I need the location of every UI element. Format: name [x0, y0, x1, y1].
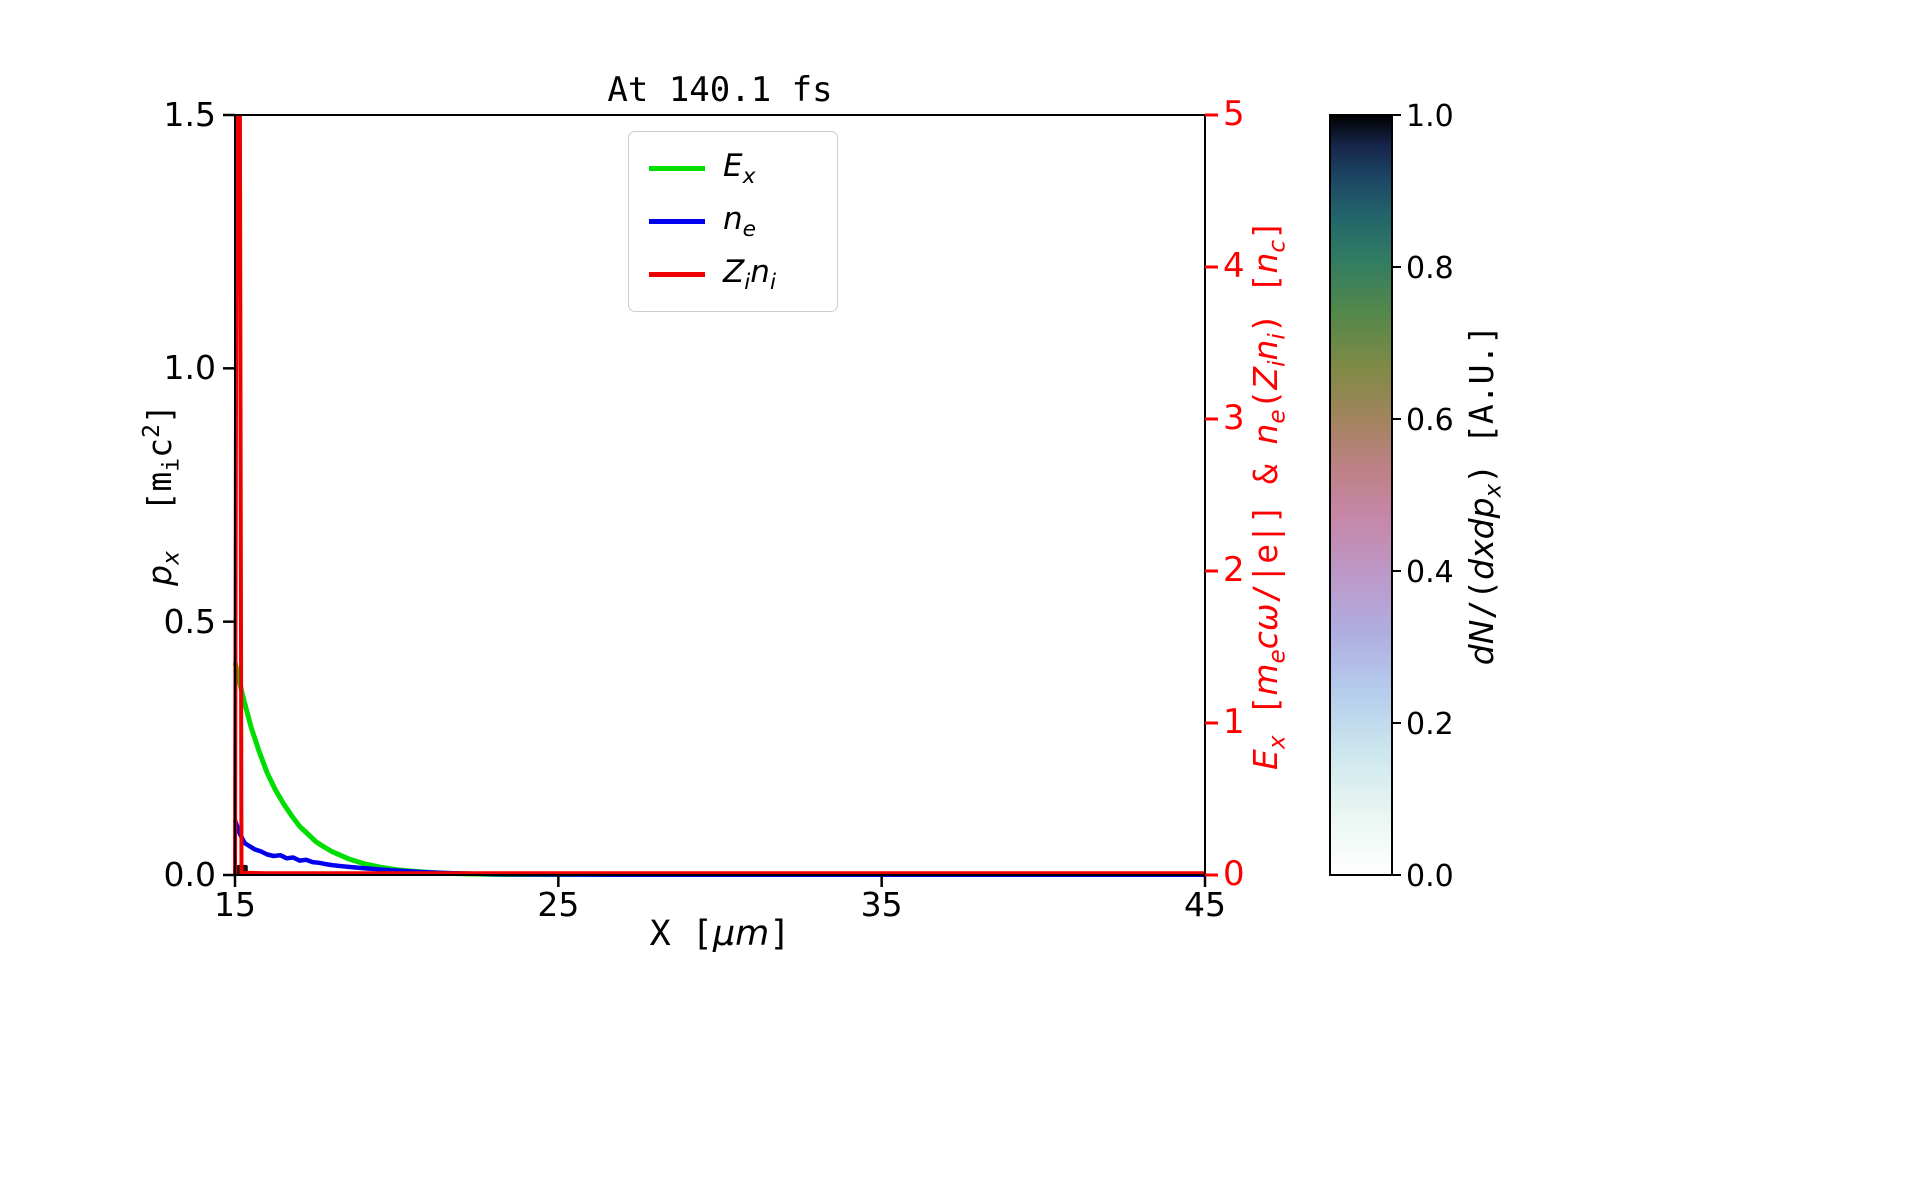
y-left-tick-label: 0.0	[163, 855, 216, 894]
y-left-tick-label: 0.5	[163, 601, 216, 641]
x-axis-label: X [μm]	[649, 914, 791, 954]
legend-line-sample	[649, 272, 705, 277]
colorbar-tick-label: 0.2	[1406, 707, 1454, 742]
y-left-tick-label: 1.0	[163, 348, 216, 388]
x-tick-label: 45	[1184, 885, 1226, 924]
legend-item-label: Ex	[723, 147, 756, 190]
axes-frame	[234, 114, 1206, 876]
y-right-axis-label: Ex [mecω/|e|] & ne(Zini) [nc]	[1246, 220, 1291, 770]
legend-line-sample	[649, 219, 705, 224]
colorbar-tick-label: 0.8	[1406, 251, 1454, 286]
colorbar-tick-label: 0.0	[1406, 859, 1454, 894]
y-right-tick-label: 0	[1223, 854, 1245, 894]
legend-item: Zini	[649, 248, 817, 301]
y-left-tick-label: 1.5	[163, 95, 216, 134]
colorbar-label: dN/(dxdpx) [A.U.]	[1462, 324, 1507, 666]
y-right-tick-label: 4	[1223, 246, 1245, 286]
colorbar-tick-label: 0.6	[1406, 403, 1454, 438]
legend-item: Ex	[649, 142, 817, 195]
legend-line-sample	[649, 166, 705, 171]
x-tick-label: 35	[860, 885, 903, 924]
colorbar-tick-label: 0.4	[1406, 555, 1454, 590]
x-tick-label: 25	[537, 885, 580, 924]
x-tick-label: 15	[214, 885, 256, 924]
series-Zini-line	[233, 115, 1205, 876]
y-right-tick-label: 3	[1223, 398, 1245, 438]
y-right-tick-label: 1	[1223, 702, 1245, 742]
legend-item-label: ne	[723, 200, 756, 243]
y-left-axis-label: px [mic2]	[139, 404, 185, 586]
chart-title: At 140.1 fs	[607, 70, 833, 110]
colorbar-tick-label: 1.0	[1406, 99, 1454, 134]
legend-item: ne	[649, 195, 817, 248]
series-Ex-line	[233, 661, 1205, 877]
legend: Ex ne Zini	[628, 131, 838, 312]
colorbar	[1329, 114, 1393, 876]
y-right-tick-label: 2	[1223, 550, 1245, 590]
legend-item-label: Zini	[723, 253, 776, 296]
y-right-tick-label: 5	[1223, 94, 1245, 134]
